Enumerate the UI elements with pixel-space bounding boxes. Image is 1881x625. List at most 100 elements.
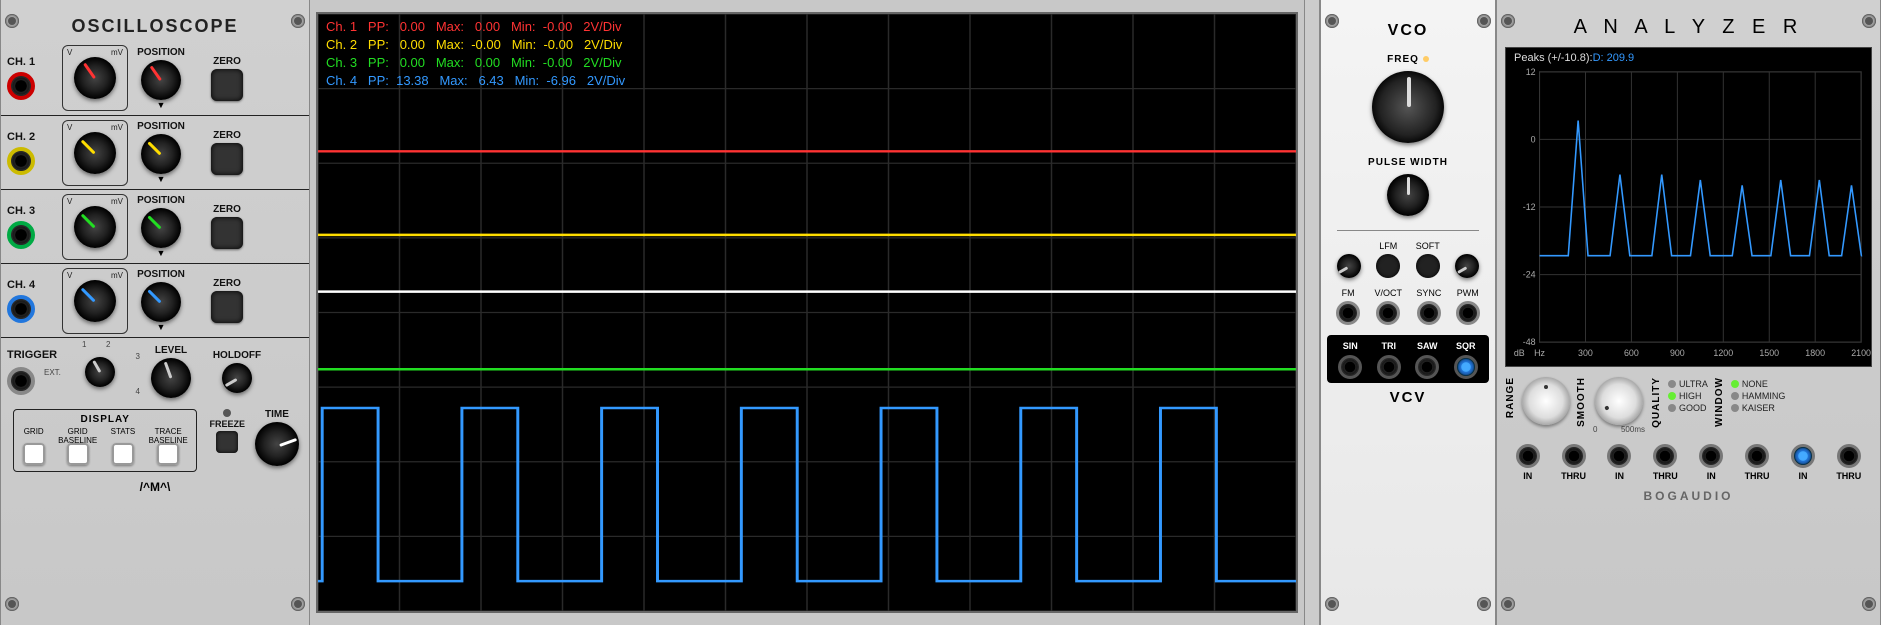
vco-outputs: SINTRISAWSQR — [1327, 335, 1489, 383]
analyzer-thru-7-port[interactable] — [1837, 444, 1861, 468]
vco-sync-port[interactable] — [1417, 301, 1441, 325]
channel-row-1: CH. 1 V mV POSITION ▼ ZERO — [1, 41, 309, 115]
vco-title: VCO — [1321, 22, 1495, 40]
display-trace-baseline-button[interactable] — [157, 443, 179, 465]
vco-module: VCO FREQ PULSE WIDTH LFMSOFT FMV/OCTSYNC… — [1320, 0, 1496, 625]
analyzer-module: A N A L Y Z E R 120-12-24-48dBHz30060090… — [1496, 0, 1881, 625]
trigger-ext-port[interactable] — [7, 367, 35, 395]
channel-row-4: CH. 4 V mV POSITION ▼ ZERO — [1, 263, 309, 337]
svg-text:0: 0 — [1531, 134, 1536, 144]
channel-1-input-port[interactable] — [7, 72, 35, 100]
svg-text:300: 300 — [1578, 348, 1593, 358]
readout-ch1: Ch. 1 PP: 0.00 Max: 0.00 Min: -0.00 2V/D… — [326, 18, 625, 36]
trigger-label: TRIGGER — [7, 349, 53, 361]
vcv-brand: VCV — [1321, 389, 1495, 406]
analyzer-in-6-port[interactable] — [1791, 444, 1815, 468]
smooth-knob[interactable] — [1595, 377, 1643, 425]
trigger-knob[interactable] — [85, 357, 115, 387]
freq-led — [1423, 56, 1429, 62]
analyzer-in-2-port[interactable] — [1607, 444, 1631, 468]
channel-4-zero-button[interactable] — [211, 291, 243, 323]
readout-ch2: Ch. 2 PP: 0.00 Max: -0.00 Min: -0.00 2V/… — [326, 36, 625, 54]
svg-text:1800: 1800 — [1805, 348, 1825, 358]
time-knob[interactable] — [255, 422, 299, 466]
svg-text:900: 900 — [1670, 348, 1685, 358]
bogaudio-brand: BOGAUDIO — [1505, 489, 1872, 503]
channel-label: CH. 2 — [7, 131, 53, 143]
channel-2-zero-button[interactable] — [211, 143, 243, 175]
svg-text:1500: 1500 — [1759, 348, 1779, 358]
analyzer-display: 12 0 -12 -24 -48dB Hz 300 600 900 1200 1500 1800 210… — [1505, 47, 1872, 367]
analyzer-thru-1-port[interactable] — [1562, 444, 1586, 468]
trigger-holdoff-knob[interactable] — [222, 363, 252, 393]
readout-ch4: Ch. 4 PP: 13.38 Max: 6.43 Min: -6.96 2V/… — [326, 72, 625, 90]
analyzer-in-0-port[interactable] — [1516, 444, 1540, 468]
vco-tri-out-port[interactable] — [1377, 355, 1401, 379]
channel-2-scale: V mV — [62, 120, 128, 186]
scope-display: Ch. 1 PP: 0.00 Max: 0.00 Min: -0.00 2V/D… — [316, 12, 1298, 613]
readout-ch3: Ch. 3 PP: 0.00 Max: 0.00 Min: -0.00 2V/D… — [326, 54, 625, 72]
channel-row-3: CH. 3 V mV POSITION ▼ ZERO — [1, 189, 309, 263]
svg-text:12: 12 — [1526, 67, 1536, 77]
svg-text:-48: -48 — [1523, 337, 1536, 347]
svg-text:Hz: Hz — [1534, 348, 1545, 358]
channel-1-zero-button[interactable] — [211, 69, 243, 101]
display-grid-baseline-button[interactable] — [67, 443, 89, 465]
analyzer-thru-3-port[interactable] — [1653, 444, 1677, 468]
svg-text:-24: -24 — [1523, 270, 1536, 280]
vco-pwm-port[interactable] — [1456, 301, 1480, 325]
window-opts-none[interactable]: NONE — [1731, 379, 1786, 389]
channel-2-input-port[interactable] — [7, 147, 35, 175]
pwm-knob[interactable] — [1455, 254, 1479, 278]
fm-knob[interactable] — [1337, 254, 1361, 278]
channel-1-position-knob[interactable] — [141, 60, 181, 100]
quality-opts-high[interactable]: HIGH — [1668, 391, 1708, 401]
channel-3-zero-button[interactable] — [211, 217, 243, 249]
vco-voct-port[interactable] — [1376, 301, 1400, 325]
freq-knob[interactable] — [1372, 71, 1444, 143]
analyzer-thru-5-port[interactable] — [1745, 444, 1769, 468]
oscilloscope-title: OSCILLOSCOPE — [1, 16, 309, 37]
channel-4-input-port[interactable] — [7, 295, 35, 323]
analyzer-in-4-port[interactable] — [1699, 444, 1723, 468]
channel-label: CH. 1 — [7, 56, 53, 68]
scope-screen-module: Ch. 1 PP: 0.00 Max: 0.00 Min: -0.00 2V/D… — [310, 0, 1304, 625]
vco-sqr-out-port[interactable] — [1454, 355, 1478, 379]
quality-opts-ultra[interactable]: ULTRA — [1668, 379, 1708, 389]
svg-text:-12: -12 — [1523, 202, 1536, 212]
vco-saw-out-port[interactable] — [1415, 355, 1439, 379]
channel-1-scale: V mV — [62, 45, 128, 111]
channel-label: CH. 3 — [7, 205, 53, 217]
channel-4-scale: V mV — [62, 268, 128, 334]
channel-3-input-port[interactable] — [7, 221, 35, 249]
channel-4-position-knob[interactable] — [141, 282, 181, 322]
channel-3-scale-knob[interactable] — [74, 206, 116, 248]
quality-opts-good[interactable]: GOOD — [1668, 403, 1708, 413]
window-opts-kaiser[interactable]: KAISER — [1731, 403, 1786, 413]
svg-text:dB: dB — [1514, 348, 1525, 358]
svg-text:2100: 2100 — [1851, 348, 1871, 358]
freeze-led — [223, 409, 231, 417]
svg-text:1200: 1200 — [1713, 348, 1733, 358]
display-grid-button[interactable] — [23, 443, 45, 465]
window-opts-hamming[interactable]: HAMMING — [1731, 391, 1786, 401]
soft-btn[interactable] — [1416, 254, 1440, 278]
channel-2-scale-knob[interactable] — [74, 132, 116, 174]
channel-1-scale-knob[interactable] — [74, 57, 116, 99]
trigger-level-knob[interactable] — [151, 358, 191, 398]
channel-row-2: CH. 2 V mV POSITION ▼ ZERO — [1, 115, 309, 189]
vco-sin-out-port[interactable] — [1338, 355, 1362, 379]
channel-4-scale-knob[interactable] — [74, 280, 116, 322]
lfm-btn[interactable] — [1376, 254, 1400, 278]
channel-3-scale: V mV — [62, 194, 128, 260]
channel-3-position-knob[interactable] — [141, 208, 181, 248]
range-knob[interactable] — [1522, 377, 1570, 425]
svg-text:600: 600 — [1624, 348, 1639, 358]
mindmeld-brand: /^M^\ — [1, 480, 309, 494]
freeze-button[interactable] — [216, 431, 238, 453]
vco-fm-port[interactable] — [1336, 301, 1360, 325]
pulse-width-knob[interactable] — [1387, 174, 1429, 216]
channel-2-position-knob[interactable] — [141, 134, 181, 174]
display-stats-button[interactable] — [112, 443, 134, 465]
trigger-row: TRIGGER EXT. 1 2 3 4 LEVEL HOLDOFF — [1, 337, 309, 405]
